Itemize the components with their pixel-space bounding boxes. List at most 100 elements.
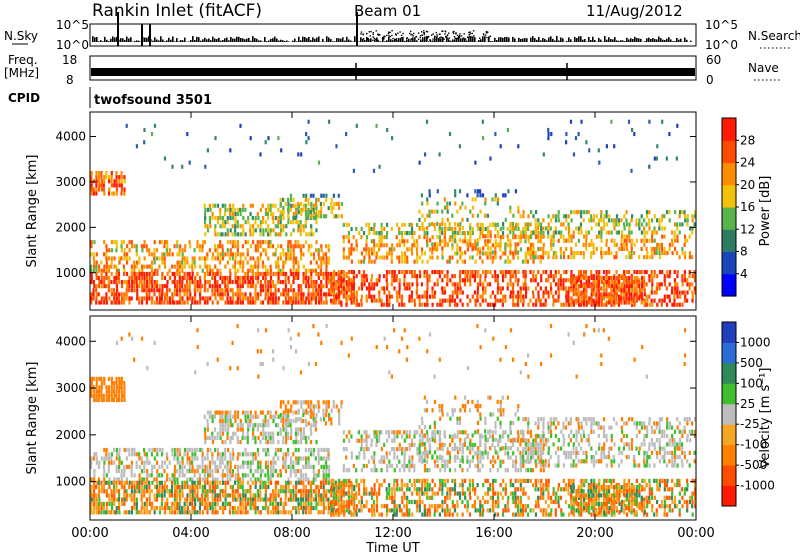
data-cell — [684, 238, 687, 243]
data-cell — [458, 231, 461, 236]
data-cell — [229, 275, 232, 280]
data-cell — [297, 240, 300, 245]
data-cell — [461, 259, 464, 264]
data-cell — [317, 271, 320, 276]
data-cell — [444, 226, 447, 231]
data-cell — [562, 238, 566, 243]
data-cell — [123, 175, 126, 180]
data-cell — [342, 274, 346, 279]
data-cell — [630, 275, 633, 280]
data-cell — [256, 280, 259, 285]
data-cell — [658, 298, 661, 303]
data-cell — [499, 290, 502, 295]
data-cell — [337, 501, 340, 506]
data-cell — [259, 460, 262, 465]
data-cell — [138, 260, 141, 265]
data-cell — [332, 286, 335, 291]
data-cell — [653, 238, 656, 243]
data-cell — [113, 510, 116, 515]
data-cell — [380, 255, 383, 260]
noise-bar — [214, 38, 216, 42]
data-cell — [284, 460, 287, 465]
data-cell — [593, 300, 596, 305]
data-cell — [312, 477, 315, 482]
data-cell — [547, 222, 550, 227]
data-cell — [418, 294, 421, 299]
data-cell — [406, 282, 409, 287]
noise-dot — [372, 33, 374, 35]
data-cell — [153, 447, 156, 453]
data-cell — [166, 501, 169, 506]
data-cell — [269, 203, 272, 208]
data-cell — [269, 264, 272, 269]
data-cell — [628, 238, 631, 243]
data-cell — [261, 469, 264, 474]
data-cell — [314, 477, 317, 482]
data-cell — [643, 292, 646, 297]
data-cell — [287, 248, 290, 253]
data-cell — [360, 298, 363, 303]
data-cell — [121, 284, 124, 289]
data-cell — [161, 260, 164, 265]
data-cell — [628, 230, 631, 235]
data-cell — [244, 220, 247, 225]
data-cell — [95, 175, 98, 180]
data-cell — [300, 300, 303, 305]
data-cell — [266, 447, 270, 453]
data-cell — [113, 497, 116, 502]
data-cell — [186, 275, 189, 280]
data-cell — [426, 286, 429, 291]
data-cell — [223, 473, 227, 478]
data-cell — [605, 238, 608, 243]
data-cell — [282, 264, 285, 269]
noise-dot — [434, 35, 436, 38]
data-cell — [345, 286, 348, 291]
data-cell — [507, 270, 510, 275]
noise-bar — [292, 40, 294, 42]
data-cell — [221, 452, 224, 457]
noise-bar — [398, 38, 400, 42]
data-cell — [282, 300, 285, 305]
data-cell — [562, 222, 565, 227]
data-cell — [529, 222, 532, 227]
data-cell — [176, 460, 179, 465]
data-cell — [481, 222, 484, 227]
data-cell — [280, 148, 283, 153]
data-cell — [648, 302, 651, 307]
data-cell — [269, 284, 272, 289]
data-cell — [153, 256, 156, 261]
data-cell — [653, 214, 656, 219]
data-cell — [108, 179, 111, 184]
data-cell — [534, 218, 537, 223]
data-cell — [216, 480, 219, 485]
data-cell — [138, 452, 141, 457]
data-cell — [325, 280, 328, 285]
data-cell — [645, 238, 648, 243]
data-cell — [441, 217, 444, 222]
data-cell — [209, 480, 212, 485]
data-cell — [663, 294, 666, 299]
data-cell — [231, 489, 234, 494]
data-cell — [267, 296, 270, 301]
data-cell — [299, 248, 303, 253]
data-cell — [90, 179, 93, 184]
data-cell — [660, 282, 663, 287]
data-cell — [272, 464, 275, 469]
nsearch-label: N.Search — [748, 29, 800, 43]
data-cell — [178, 275, 181, 280]
data-cell — [164, 460, 167, 465]
data-cell — [203, 477, 206, 482]
data-cell — [191, 477, 194, 482]
data-cell — [315, 280, 318, 285]
data-cell — [423, 217, 427, 222]
data-cell — [135, 452, 138, 457]
data-cell — [95, 389, 98, 394]
data-cell — [272, 228, 275, 233]
data-cell — [98, 171, 101, 176]
data-cell — [660, 218, 663, 223]
data-cell — [120, 280, 123, 285]
data-cell — [95, 393, 98, 398]
data-cell — [302, 203, 305, 208]
data-cell — [656, 218, 659, 223]
data-cell — [234, 220, 237, 225]
